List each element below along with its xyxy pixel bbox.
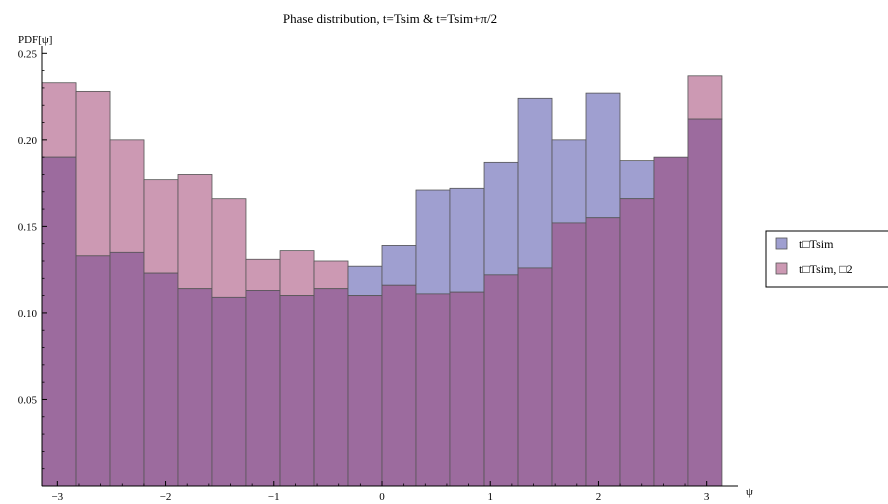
bar-series-1-bin-10 — [381, 245, 417, 286]
bar-overlap-bin-4 — [177, 288, 213, 487]
y-axis-label: PDF[ψ] — [18, 34, 52, 46]
bar-overlap-bin-2 — [109, 251, 145, 487]
bar-series-1-bin-16 — [585, 92, 621, 219]
bar-series-2-bin-5 — [211, 198, 247, 298]
y-tick-label: 0.20 — [18, 135, 38, 147]
y-axis-ticks: 0.05 0.10 0.15 0.20 0.25 — [18, 48, 47, 470]
bar-overlap-bin-11 — [415, 293, 451, 487]
x-axis-label: ψ — [746, 486, 753, 498]
bar-series-2-bin-2 — [109, 139, 145, 253]
bar-series-2-bin-1 — [75, 90, 111, 257]
y-tick-label: 0.15 — [18, 221, 38, 233]
bar-overlap-bin-9 — [347, 295, 383, 487]
x-tick-label: 1 — [487, 491, 493, 503]
bar-series-1-bin-9 — [347, 265, 383, 297]
x-tick-label: 3 — [704, 491, 710, 503]
bar-series-1-bin-14 — [517, 97, 553, 269]
legend-label-series-1: t□Tsim — [799, 237, 834, 251]
y-tick-label: 0.25 — [18, 48, 38, 60]
axes — [41, 46, 738, 487]
bar-overlap-bin-6 — [245, 290, 281, 487]
bar-series-1-bin-15 — [551, 139, 587, 224]
legend-label-series-2: t□Tsim, □2 — [799, 262, 853, 276]
bar-overlap-bin-17 — [619, 198, 655, 487]
bar-series-1-bin-17 — [619, 160, 655, 200]
bar-series-2-bin-6 — [245, 258, 281, 291]
bar-series-2-bin-19 — [687, 75, 723, 120]
x-tick-label: −3 — [51, 491, 63, 503]
bar-overlap-bin-1 — [75, 255, 111, 487]
histogram-bars — [41, 75, 723, 487]
x-tick-label: 2 — [596, 491, 602, 503]
bar-series-1-bin-13 — [483, 161, 519, 276]
x-tick-label: −1 — [268, 491, 280, 503]
bar-overlap-bin-12 — [449, 291, 485, 487]
y-tick-label: 0.05 — [18, 394, 38, 406]
legend-swatch-series-1 — [775, 237, 788, 250]
bar-overlap-bin-19 — [687, 118, 723, 487]
bar-series-1-bin-12 — [449, 187, 485, 293]
bar-series-2-bin-7 — [279, 250, 315, 297]
bar-overlap-bin-13 — [483, 274, 519, 487]
bar-series-2-bin-8 — [313, 260, 349, 290]
bar-overlap-bin-10 — [381, 284, 417, 487]
legend-swatch-series-2 — [775, 262, 788, 275]
bar-overlap-bin-14 — [517, 267, 553, 487]
x-tick-label: 0 — [379, 491, 385, 503]
x-axis-ticks: −3 −2 −1 0 1 2 3 — [51, 481, 710, 503]
bar-series-1-bin-11 — [415, 189, 451, 295]
bar-overlap-bin-3 — [143, 272, 179, 487]
bar-overlap-bin-16 — [585, 217, 621, 487]
bar-overlap-bin-7 — [279, 295, 315, 487]
legend: t□Tsim t□Tsim, □2 — [765, 230, 888, 288]
x-tick-label: −2 — [160, 491, 172, 503]
bar-overlap-bin-0 — [41, 156, 77, 487]
bar-series-2-bin-3 — [143, 179, 179, 274]
bar-overlap-bin-15 — [551, 222, 587, 487]
bar-series-2-bin-4 — [177, 174, 213, 290]
chart-title: Phase distribution, t=Tsim & t=Tsim+π/2 — [283, 11, 497, 26]
bar-overlap-bin-8 — [313, 288, 349, 487]
bar-overlap-bin-5 — [211, 296, 247, 487]
y-tick-label: 0.10 — [18, 308, 38, 320]
bar-series-2-bin-0 — [41, 82, 77, 158]
bar-overlap-bin-18 — [653, 156, 689, 487]
